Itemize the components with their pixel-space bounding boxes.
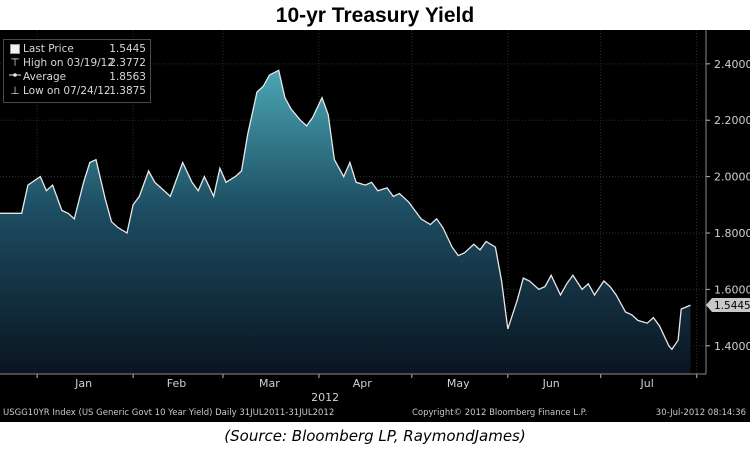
- last-price-box-icon: [8, 42, 22, 56]
- y-tick-label: 1.4000: [714, 340, 750, 353]
- legend: Last Price 1.5445 ⊤ High on 03/19/12 2.3…: [3, 39, 151, 103]
- chart-svg: 1.4000 1.6000 1.8000 2.0000 2.2000 2.4000 Jan F…: [0, 30, 750, 404]
- last-price-label: 1.5445: [714, 300, 750, 312]
- y-tick-label: 2.0000: [714, 171, 750, 184]
- y-tick-label: 2.2000: [714, 114, 750, 127]
- year-label: 2012: [311, 391, 339, 404]
- last-price-tag: [706, 298, 750, 313]
- legend-label: High on 03/19/12: [23, 57, 115, 69]
- average-marker-icon: [8, 70, 22, 84]
- chart-title: 10-yr Treasury Yield: [275, 4, 475, 27]
- high-marker-icon: ⊤: [10, 57, 20, 69]
- area-series: [0, 69, 691, 375]
- low-marker-icon: ⊥: [10, 85, 20, 97]
- legend-value: 2.3772: [109, 57, 146, 69]
- x-tick-label: Jun: [542, 377, 560, 390]
- legend-item-high: ⊤ High on 03/19/12 2.3772: [4, 56, 150, 70]
- chart-panel: 1.4000 1.6000 1.8000 2.0000 2.2000 2.4000 Jan F…: [0, 30, 750, 422]
- legend-label: Last Price: [23, 43, 74, 55]
- legend-value: 1.3875: [109, 85, 146, 97]
- legend-value: 1.8563: [109, 71, 146, 83]
- legend-item-low: ⊥ Low on 07/24/12 1.3875: [4, 84, 150, 98]
- y-tick-label: 1.6000: [714, 283, 750, 296]
- source-caption: (Source: Bloomberg LP, RaymondJames): [224, 427, 526, 445]
- x-tick-label: Jan: [74, 377, 92, 390]
- legend-label: Average: [23, 71, 67, 83]
- x-tick-label: Jul: [640, 377, 654, 390]
- yield-line: [0, 69, 691, 351]
- legend-item-average: Average 1.8563: [4, 70, 150, 84]
- x-tick-label: Feb: [167, 377, 186, 390]
- footer-timestamp: 30-Jul-2012 08:14:36: [655, 408, 746, 418]
- footer-index-description: USGG10YR Index (US Generic Govt 10 Year …: [3, 408, 335, 418]
- axes: 1.4000 1.6000 1.8000 2.0000 2.2000 2.4000 Jan F…: [0, 30, 750, 404]
- footer-copyright: Copyright© 2012 Bloomberg Finance L.P.: [412, 408, 588, 418]
- x-tick-label: Mar: [259, 377, 280, 390]
- x-tick-label: Apr: [353, 377, 373, 390]
- x-tick-label: May: [447, 377, 470, 390]
- y-tick-label: 1.8000: [714, 227, 750, 240]
- legend-value: 1.5445: [109, 43, 146, 55]
- yield-area-fill: [0, 70, 691, 375]
- y-tick-label: 2.4000: [714, 58, 750, 71]
- legend-label: Low on 07/24/12: [23, 85, 111, 97]
- legend-item-last-price: Last Price 1.5445: [4, 42, 150, 56]
